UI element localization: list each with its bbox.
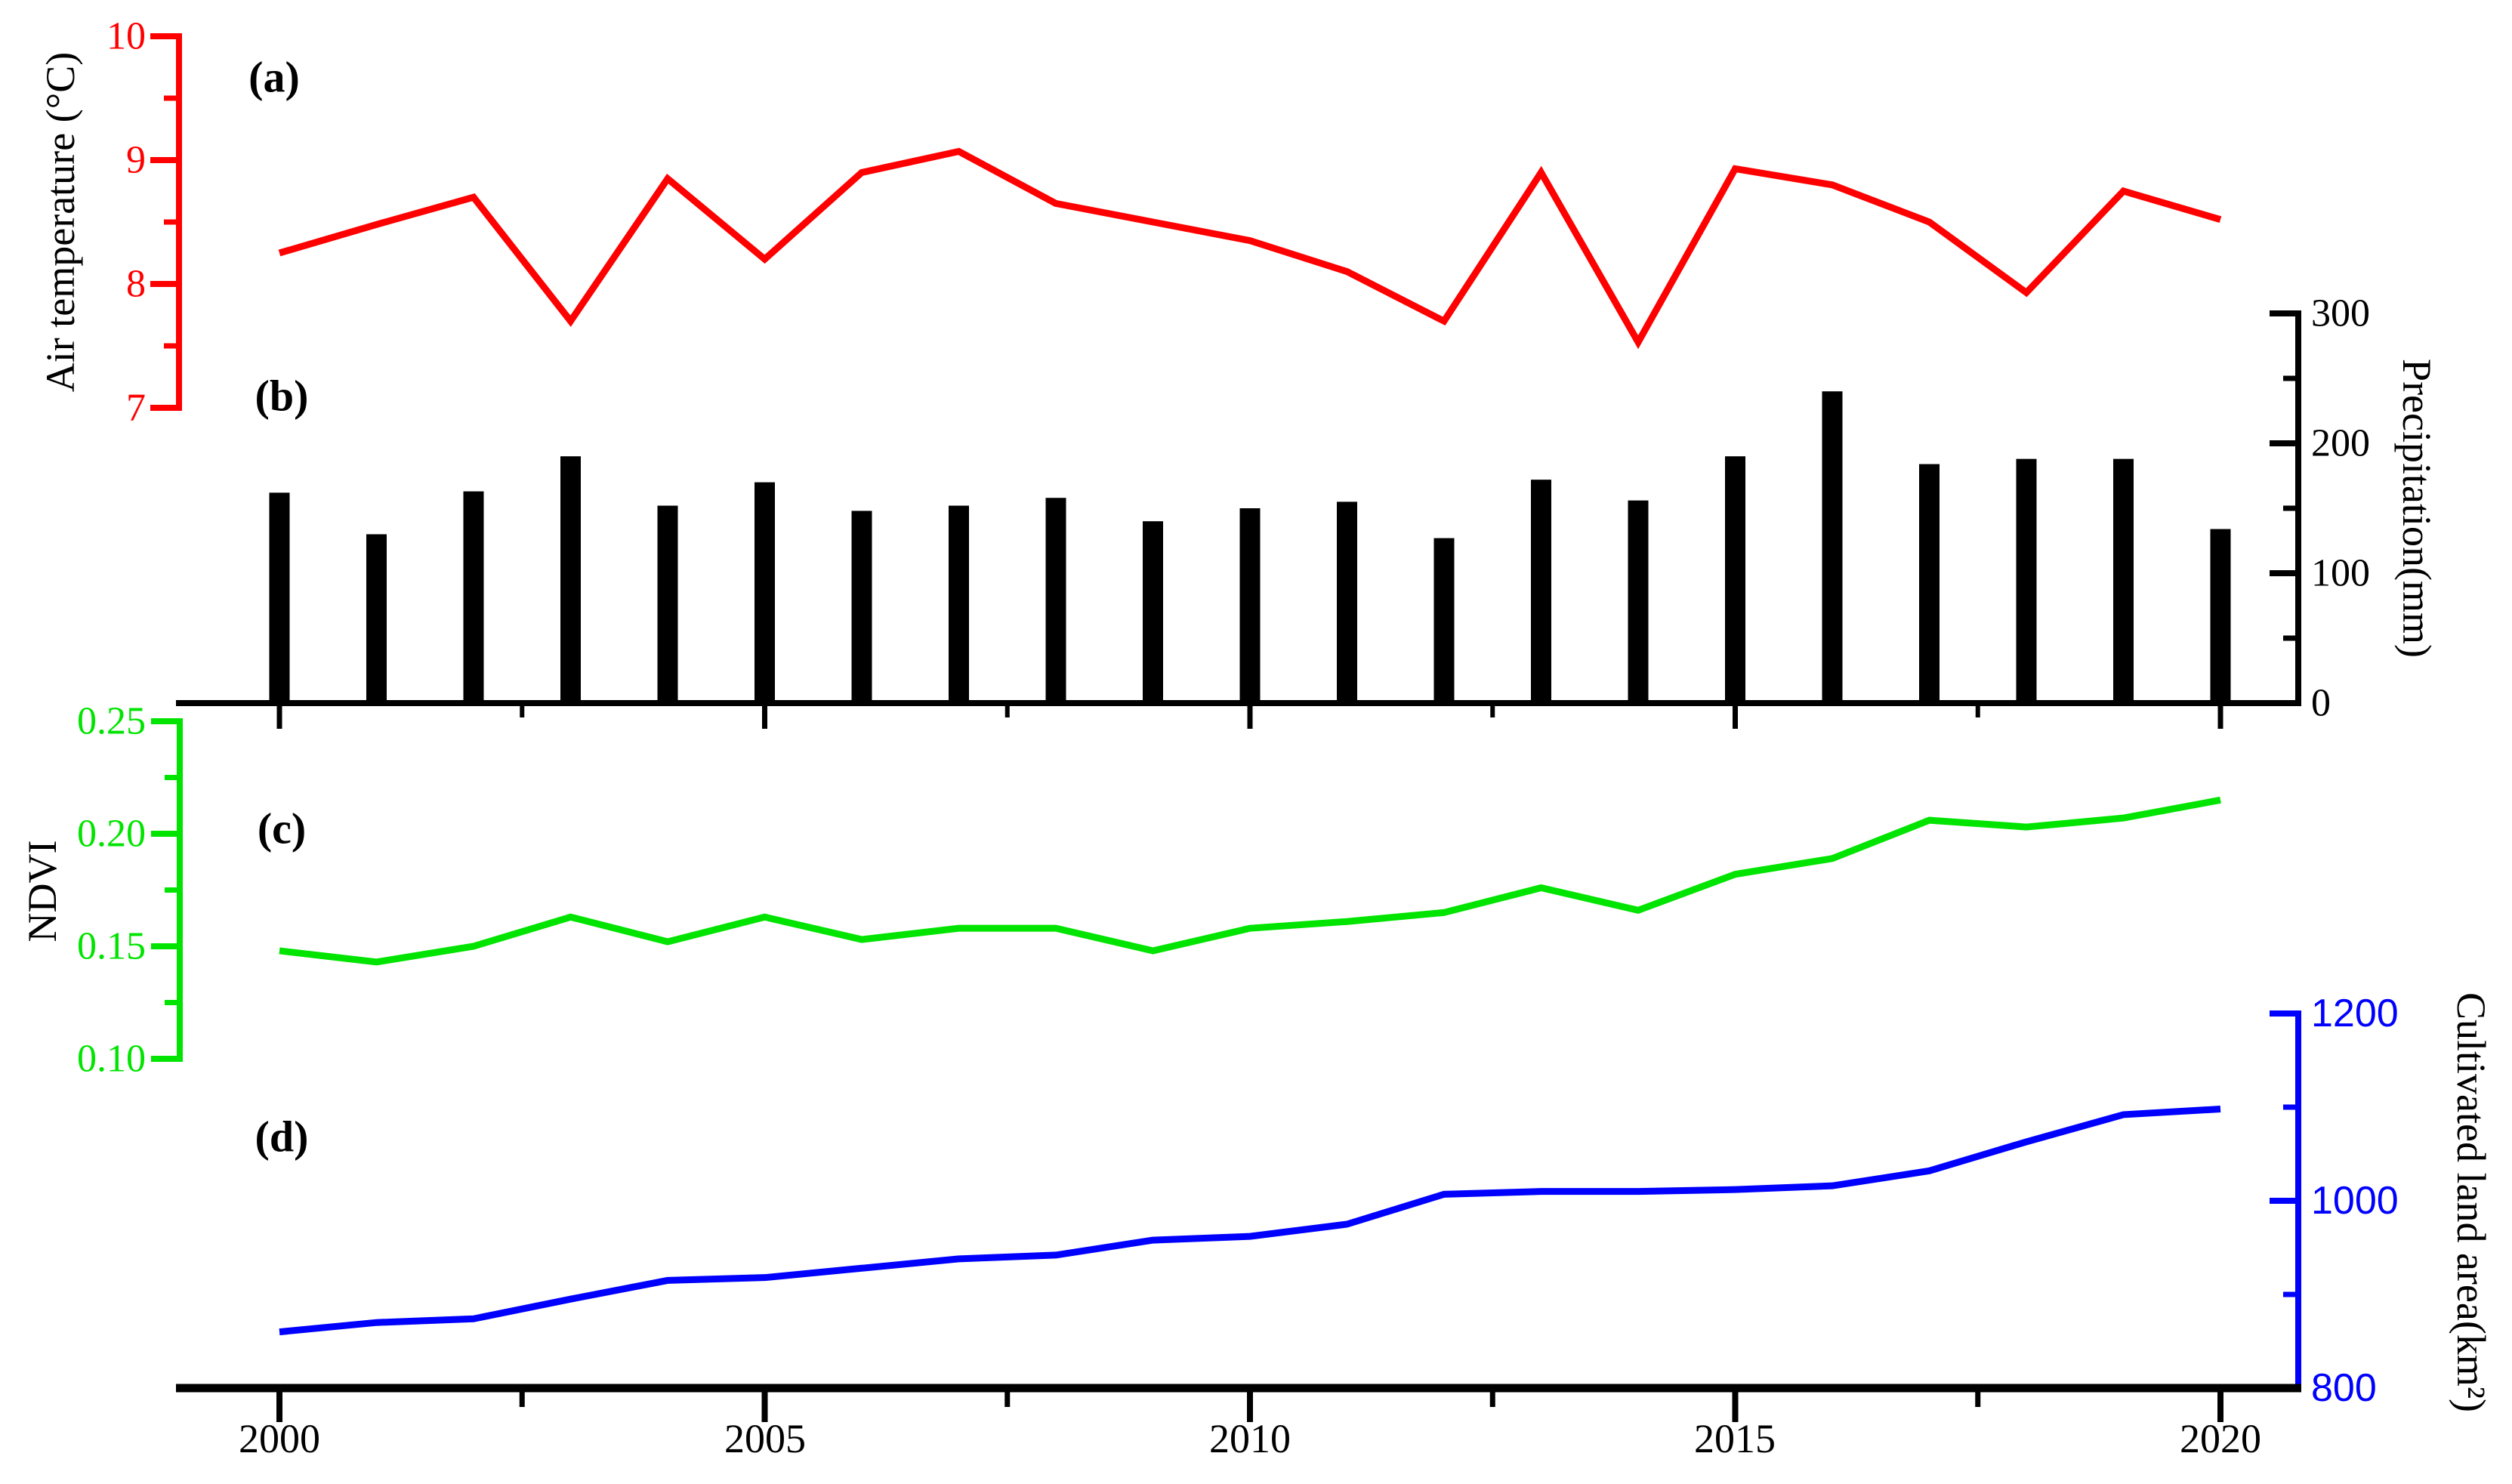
chart-geometry bbox=[150, 33, 2301, 1422]
year-label-2005: 2005 bbox=[724, 1416, 806, 1461]
precipitation-bar-2007 bbox=[949, 505, 969, 703]
precipitation-bar-2012 bbox=[1433, 538, 1455, 703]
panel-label-c: (c) bbox=[258, 804, 306, 853]
precipitation-bar-2020 bbox=[2210, 529, 2231, 703]
precipitation-bar-2005 bbox=[755, 482, 775, 703]
cultivated-land-line bbox=[279, 1105, 2221, 1336]
precipitation-bar-2014 bbox=[1628, 500, 1649, 703]
precipitation-bar-2019 bbox=[2113, 458, 2134, 703]
prec-tick-0: 0 bbox=[2311, 682, 2331, 725]
temperature-axis-title: Air temperature (°C) bbox=[38, 52, 83, 392]
prec-tick-100: 100 bbox=[2311, 552, 2370, 595]
year-label-2010: 2010 bbox=[1209, 1416, 1291, 1461]
precipitation-bar-2003 bbox=[560, 456, 581, 703]
panel-label-b: (b) bbox=[255, 372, 309, 421]
precipitation-bar-2008 bbox=[1045, 498, 1066, 703]
precipitation-bar-2004 bbox=[657, 505, 678, 703]
precipitation-bar-2002 bbox=[463, 491, 484, 703]
land-tick-1000: 1000 bbox=[2311, 1179, 2399, 1223]
precipitation-bar-2010 bbox=[1239, 508, 1261, 703]
precipitation-bar-2006 bbox=[851, 511, 872, 703]
precipitation-bar-2015 bbox=[1725, 456, 1745, 703]
precipitation-bar-2018 bbox=[2016, 458, 2037, 703]
year-label-2000: 2000 bbox=[239, 1416, 320, 1461]
ndvi-tick-010: 0.10 bbox=[77, 1038, 146, 1081]
precipitation-bar-2009 bbox=[1143, 521, 1163, 703]
temp-tick-8: 8 bbox=[126, 263, 146, 306]
land-tick-800: 800 bbox=[2311, 1366, 2377, 1410]
panel-label-a: (a) bbox=[248, 53, 300, 102]
precipitation-bar-2011 bbox=[1337, 501, 1357, 703]
precipitation-axis-title: Precipitation(mm) bbox=[2394, 359, 2439, 658]
precipitation-bar-2000 bbox=[269, 492, 290, 703]
precipitation-bar-2013 bbox=[1531, 480, 1551, 703]
year-label-2020: 2020 bbox=[2180, 1416, 2261, 1461]
precipitation-bar-2017 bbox=[1919, 464, 1940, 703]
ndvi-line bbox=[279, 796, 2221, 966]
panel-label-d: (d) bbox=[255, 1112, 309, 1162]
land-tick-1200: 1200 bbox=[2311, 992, 2399, 1035]
year-label-2015: 2015 bbox=[1694, 1416, 1776, 1461]
precipitation-bar-2016 bbox=[1822, 391, 1843, 703]
cultivated-land-axis-title: Cultivated land area(km²) bbox=[2449, 992, 2494, 1412]
prec-tick-200: 200 bbox=[2311, 422, 2370, 465]
temp-tick-10: 10 bbox=[106, 15, 146, 58]
ndvi-axis-title: NDVI bbox=[20, 841, 65, 943]
ndvi-tick-015: 0.15 bbox=[77, 925, 146, 968]
ndvi-tick-025: 0.25 bbox=[77, 700, 146, 743]
ndvi-tick-020: 0.20 bbox=[77, 813, 146, 856]
temp-tick-9: 9 bbox=[126, 139, 146, 182]
temp-tick-7: 7 bbox=[126, 387, 146, 430]
precipitation-bar-2001 bbox=[366, 534, 387, 703]
prec-tick-300: 300 bbox=[2311, 292, 2370, 335]
temperature-line bbox=[278, 147, 2222, 350]
